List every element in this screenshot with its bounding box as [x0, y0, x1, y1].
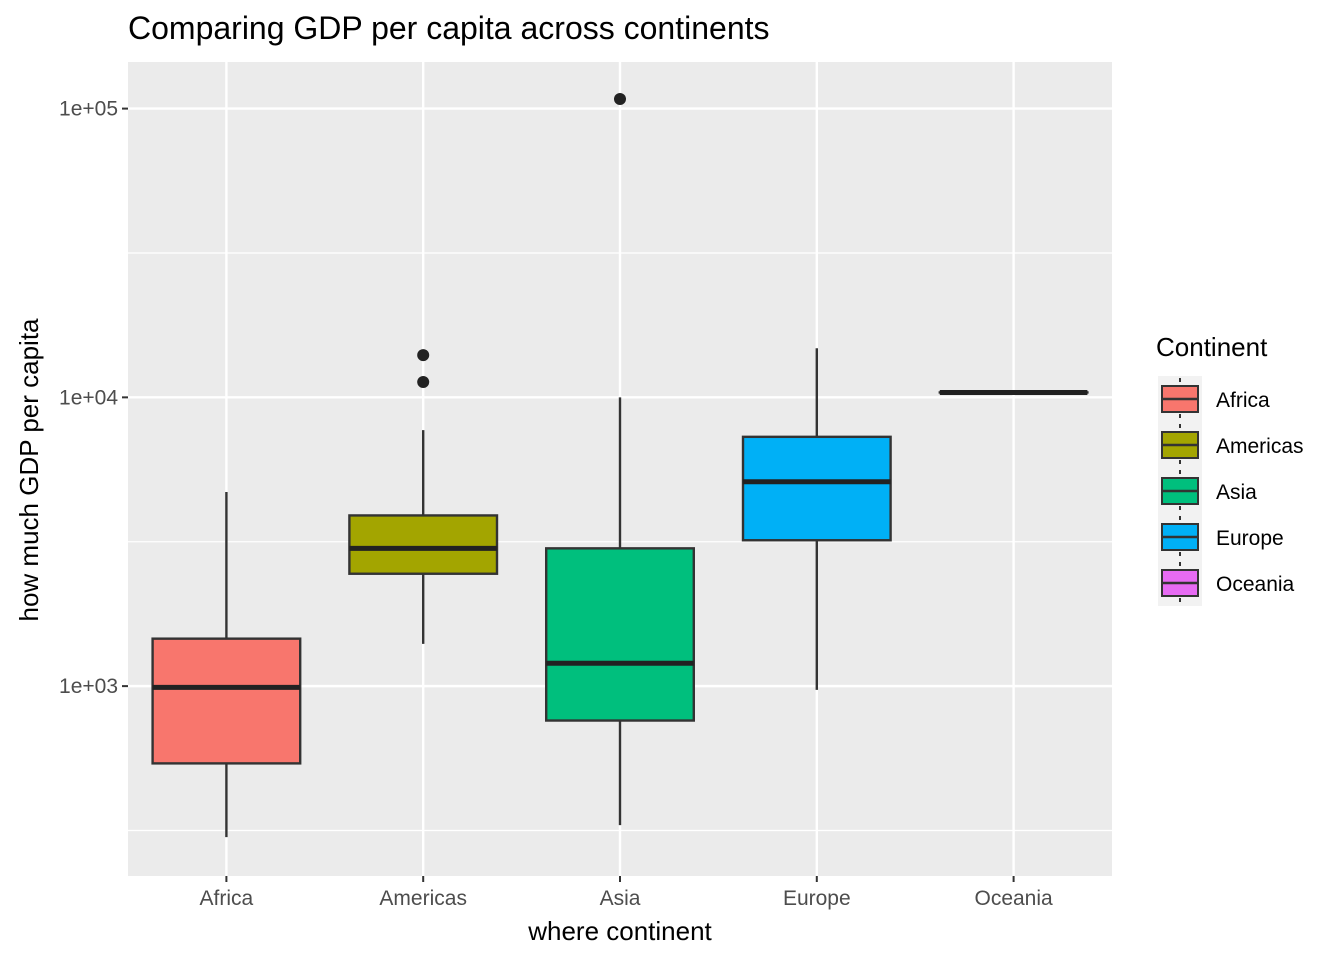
- legend-label: Asia: [1216, 481, 1257, 504]
- chart-title: Comparing GDP per capita across continen…: [128, 10, 770, 46]
- y-tick-label: 1e+05: [59, 98, 118, 121]
- box-iqr: [741, 435, 892, 542]
- box-iqr: [151, 637, 302, 765]
- box-africa: [151, 492, 302, 838]
- legend-item-oceania: Oceania: [1158, 560, 1295, 606]
- y-axis-title: how much GDP per capita: [14, 318, 44, 622]
- y-tick-label: 1e+04: [59, 386, 118, 409]
- box-iqr: [348, 514, 499, 575]
- x-tick-label: Europe: [783, 887, 851, 910]
- x-tick-label: Asia: [600, 887, 641, 910]
- x-tick-label: Africa: [200, 887, 254, 910]
- boxes: [151, 92, 1089, 838]
- box-asia: [545, 92, 696, 826]
- outlier-point: [614, 92, 626, 105]
- x-tick-label: Americas: [379, 887, 467, 910]
- legend-title: Continent: [1156, 332, 1268, 362]
- legend-label: Africa: [1216, 389, 1270, 412]
- box-iqr: [545, 547, 696, 722]
- x-axis-title: where continent: [527, 916, 712, 946]
- y-tick-label: 1e+03: [59, 675, 118, 698]
- legend-item-europe: Europe: [1158, 514, 1284, 560]
- box-europe: [741, 348, 892, 690]
- axes: 1e+03 1e+04 1e+05 Africa Americas Asia Europe O…: [59, 98, 1053, 910]
- legend-item-americas: Americas: [1158, 422, 1304, 468]
- legend-label: Oceania: [1216, 573, 1295, 596]
- legend: Continent Africa Americas Asia Europe Oceani…: [1156, 332, 1304, 606]
- box-americas: [348, 349, 499, 644]
- outlier-point: [417, 349, 430, 362]
- legend-items: Africa Americas Asia Europe Oceania: [1158, 376, 1304, 606]
- outlier-point: [417, 376, 430, 389]
- legend-item-africa: Africa: [1158, 376, 1270, 422]
- legend-item-asia: Asia: [1158, 468, 1257, 514]
- legend-label: Americas: [1216, 435, 1304, 458]
- legend-label: Europe: [1216, 527, 1284, 550]
- x-tick-label: Oceania: [974, 887, 1053, 910]
